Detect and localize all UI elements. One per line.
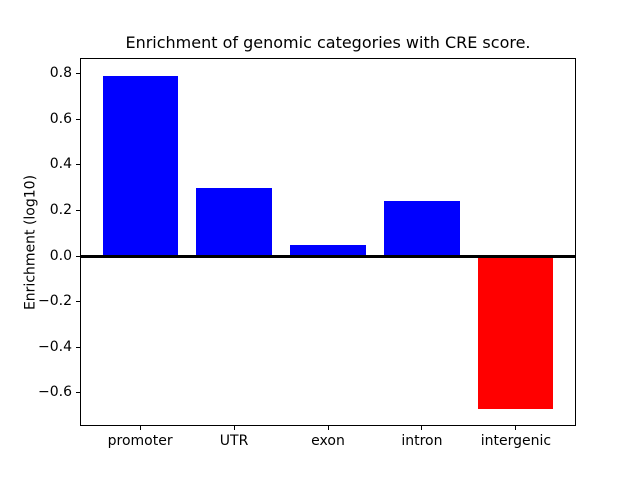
plot-area [80,58,576,426]
y-tick-label: 0.0 [49,247,72,264]
x-tick-label-intron: intron [401,433,443,449]
y-tick [76,346,80,348]
y-tick [76,209,80,211]
y-tick [76,392,80,394]
zero-axis-line [80,254,576,258]
x-tick-exon [327,426,329,430]
x-tick-label-intergenic: intergenic [480,433,552,449]
y-tick [76,301,80,303]
x-tick-label-exon: exon [311,433,345,449]
bar-intron [384,201,460,257]
y-tick-label: −0.2 [38,293,72,310]
x-tick-intergenic [515,426,517,430]
bar-promoter [102,75,178,257]
x-tick-promoter [139,426,141,430]
bar-exon [290,244,366,257]
y-tick-label: 0.8 [49,65,72,81]
y-tick-label: −0.4 [38,338,72,355]
chart-title: Enrichment of genomic categories with CR… [125,33,531,52]
y-tick-label: 0.2 [49,201,72,218]
bar-UTR [196,187,272,257]
y-tick [76,118,80,120]
x-tick-label-UTR: UTR [219,433,249,449]
y-tick [76,73,80,74]
x-tick-intron [421,426,423,430]
y-tick-label: 0.6 [49,110,72,127]
y-tick-label: −0.6 [38,384,72,401]
y-tick-label: 0.4 [49,156,72,173]
y-tick [76,164,80,166]
bar-intergenic [478,256,554,409]
y-tick [76,255,80,257]
x-tick-UTR [233,426,235,430]
x-tick-label-promoter: promoter [107,433,173,449]
